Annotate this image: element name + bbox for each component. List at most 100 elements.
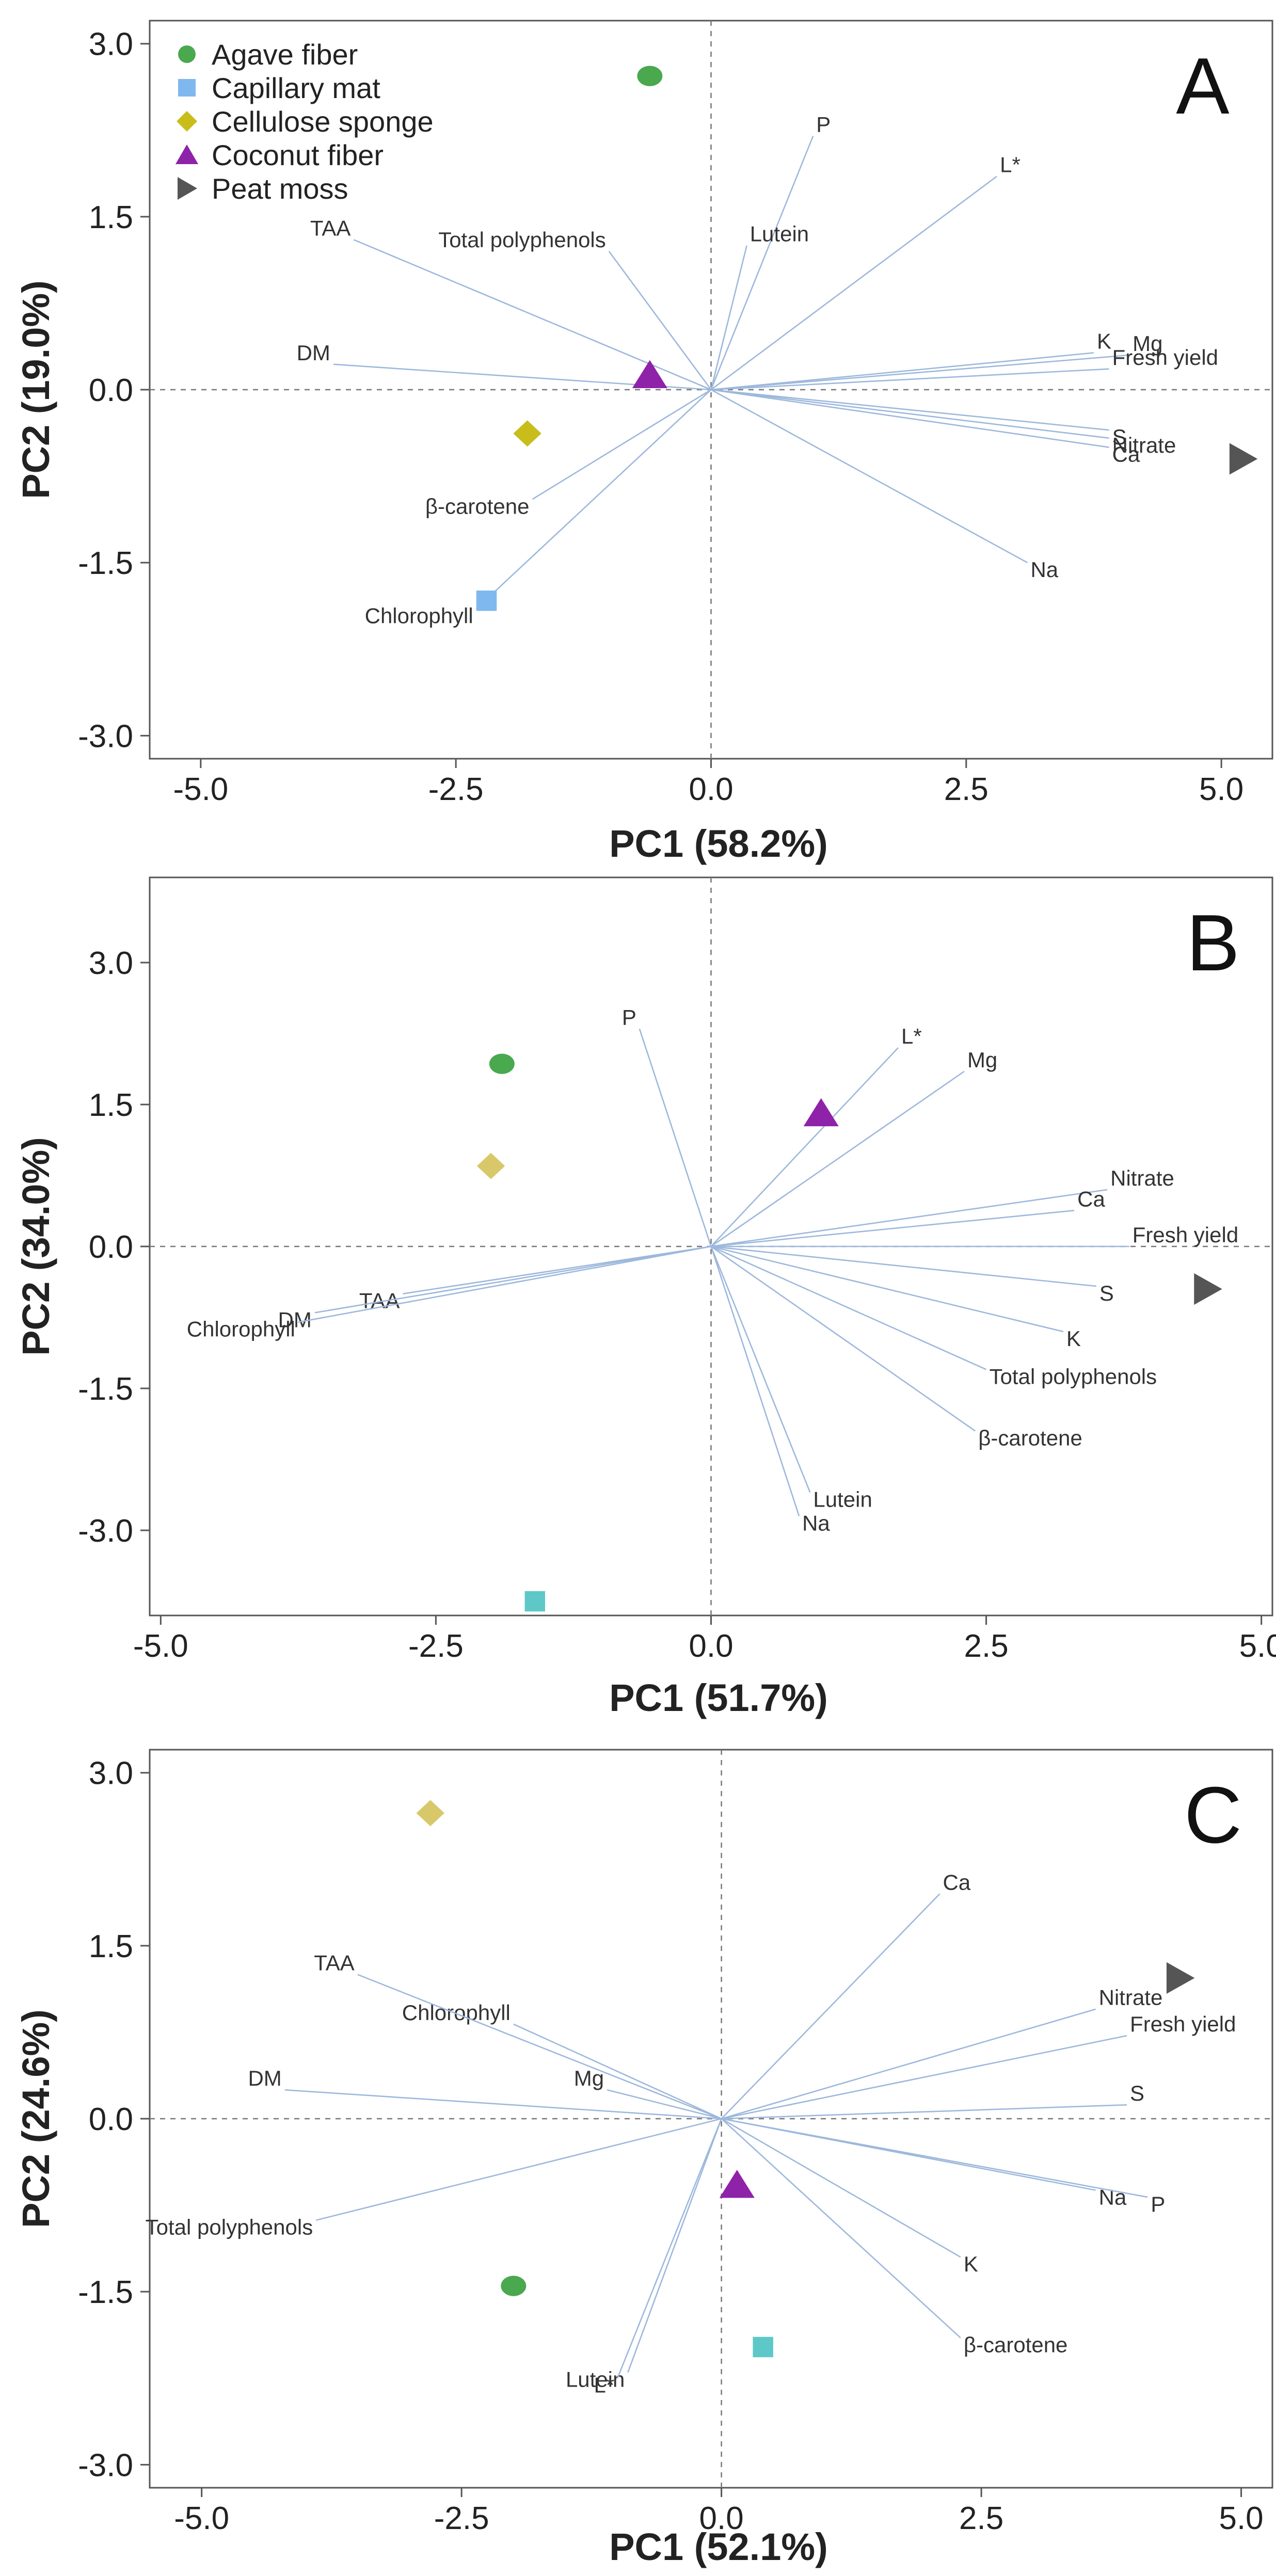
- panel-c-loading-vector-ca: [721, 1893, 940, 2119]
- panel-a-loading-vector-beta-carotene: [532, 389, 712, 500]
- panel-b-loading-label-ca: Ca: [1077, 1187, 1105, 1211]
- panel-a-loading-vector-total-polyphenols: [608, 251, 712, 390]
- panel-b-loading-label-p: P: [622, 1005, 636, 1029]
- panel-a-loading-label-lutein: Lutein: [750, 222, 809, 246]
- panel-b-y-tick-label: 0.0: [89, 1229, 133, 1265]
- panel-c-loading-vector-nitrate: [721, 2008, 1096, 2120]
- panel-a-loading-vector-s: [711, 389, 1109, 431]
- panel-c-loading-label-s: S: [1130, 2081, 1144, 2105]
- panel-b-loading-vector-nitrate: [711, 1189, 1108, 1247]
- panel-a-letter: A: [1176, 41, 1230, 131]
- panel-b-y-tick-label: -3.0: [78, 1513, 133, 1549]
- panel-b-loading-vector-ca: [711, 1210, 1075, 1247]
- panel-c-y-tick-label: 0.0: [89, 2102, 133, 2137]
- panel-a-loading-vector-p: [710, 135, 814, 390]
- panel-a-loading-label-fresh-yield: Fresh yield: [1112, 345, 1218, 370]
- legend-item-peat-moss: Peat moss: [178, 172, 348, 205]
- legend-label-peat-moss: Peat moss: [212, 172, 348, 205]
- panel-b-loading-label-total-polyphenols: Total polyphenols: [990, 1364, 1157, 1388]
- panel-c-loading-vector-s: [721, 2104, 1127, 2120]
- panel-b-score-coconut-fiber: [803, 1098, 839, 1127]
- panel-b-loading-vector-s: [711, 1245, 1096, 1287]
- panel-c-y-axis-title: PC2 (24.6%): [14, 2009, 57, 2228]
- panel-c-loading-label-nitrate: Nitrate: [1099, 1986, 1163, 2010]
- panel-c-loading-vector-k: [721, 2118, 961, 2258]
- legend-label-cellulose-sponge: Cellulose sponge: [212, 105, 434, 138]
- panel-b-loading-vector-na: [710, 1246, 800, 1516]
- panel-a-loading-vector-lutein: [710, 245, 747, 390]
- panel-c-loading-vector-l-star: [617, 2118, 722, 2379]
- panel-b-score-peat-moss: [1194, 1273, 1222, 1305]
- panel-c-loading-label-l-star: L*: [594, 2373, 615, 2397]
- panel-c-y-tick-label: -1.5: [78, 2275, 133, 2310]
- panel-c-loading-label-beta-carotene: β-carotene: [964, 2333, 1068, 2357]
- panel-a-score-cellulose-sponge: [513, 420, 541, 447]
- panel-c-x-tick-label: -5.0: [174, 2501, 229, 2536]
- panel-b-y-tick-label: 1.5: [89, 1087, 133, 1123]
- panel-a-x-tick-label: 5.0: [1199, 772, 1243, 807]
- panel-b-score-agave-fiber: [489, 1053, 515, 1074]
- panel-a-score-capillary-mat: [476, 590, 497, 611]
- panel-b-x-tick-label: 5.0: [1239, 1628, 1276, 1664]
- panel-a-x-tick-label: -5.0: [173, 772, 228, 807]
- panel-c-x-axis-title: PC1 (52.1%): [609, 2525, 828, 2568]
- panel-c-loading-vector-beta-carotene: [721, 2118, 961, 2339]
- panel-a-loading-vector-l-star: [710, 175, 997, 391]
- panel-b-x-tick-label: 2.5: [964, 1628, 1008, 1664]
- panel-b-loading-vector-lutein: [710, 1246, 811, 1493]
- panel-c-loading-label-total-polyphenols: Total polyphenols: [146, 2215, 313, 2239]
- panel-b-loading-label-nitrate: Nitrate: [1110, 1166, 1174, 1190]
- panel-c-score-agave-fiber: [501, 2276, 527, 2296]
- panel-c-loading-vector-dm: [284, 2089, 722, 2120]
- legend-label-coconut-fiber: Coconut fiber: [212, 139, 384, 171]
- legend-marker-capillary-mat: [178, 79, 196, 97]
- panel-b-loading-label-lutein: Lutein: [813, 1487, 872, 1512]
- panel-a-score-peat-moss: [1229, 443, 1258, 475]
- panel-c-loading-vector-chlorophyll: [513, 2023, 722, 2120]
- panel-a-y-axis-title: PC2 (19.0%): [14, 280, 57, 499]
- panel-a-ticks: -5.0 -2.5 0.0 2.5 5.0 -3.0 -1.5 0.0 1.5 3.0: [78, 21, 1272, 807]
- legend-item-coconut-fiber: Coconut fiber: [176, 139, 384, 171]
- panel-a-score-coconut-fiber: [632, 360, 667, 388]
- panel-a-y-tick-label: -1.5: [78, 546, 133, 581]
- panel-c-loading-label-k: K: [964, 2252, 978, 2276]
- panel-a-loading-label-p: P: [816, 112, 831, 136]
- panel-b-loading-label-dm: DM: [278, 1307, 312, 1332]
- panel-a-loading-label-s: S: [1112, 425, 1127, 449]
- legend-item-cellulose-sponge: Cellulose sponge: [177, 105, 434, 138]
- legend: Agave fiber Capillary mat Cellulose spon…: [176, 38, 434, 205]
- panel-a-y-tick-label: -3.0: [78, 718, 133, 754]
- panel-b-loading-label-fresh-yield: Fresh yield: [1133, 1223, 1238, 1247]
- panel-a-y-tick-label: 3.0: [89, 27, 133, 62]
- panel-a-x-tick-label: 2.5: [944, 772, 988, 807]
- panel-b-loading-vector-beta-carotene: [710, 1245, 976, 1432]
- panel-c-loading-label-fresh-yield: Fresh yield: [1130, 2012, 1236, 2036]
- panel-a-x-tick-label: -2.5: [428, 772, 484, 807]
- panel-a-loading-label-beta-carotene: β-carotene: [425, 494, 530, 518]
- legend-marker-peat-moss: [178, 177, 197, 200]
- panel-c-y-tick-label: 1.5: [89, 1929, 133, 1964]
- panel-c-loading-vector-lutein: [627, 2118, 722, 2373]
- panel-b-loading-label-chlorophyll: Chlorophyll: [187, 1317, 295, 1341]
- panel-b-y-tick-label: -1.5: [78, 1371, 133, 1407]
- panel-a-loading-label-nitrate: Nitrate: [1112, 433, 1176, 457]
- panel-b-loading-label-taa: TAA: [359, 1289, 400, 1313]
- panel-a-loading-vector-nitrate: [711, 389, 1109, 439]
- panel-b-y-tick-label: 3.0: [89, 946, 133, 981]
- panel-a-loading-label-ca: Ca: [1112, 442, 1140, 467]
- panel-c-x-tick-label: 0.0: [699, 2501, 744, 2536]
- panel-b-x-tick-label: -5.0: [133, 1628, 188, 1664]
- panel-b-x-tick-label: 0.0: [689, 1628, 733, 1664]
- panel-c-score-peat-moss: [1166, 1962, 1195, 1994]
- panel-b-x-tick-label: -2.5: [408, 1628, 464, 1664]
- panel-c-score-capillary-mat: [753, 2337, 773, 2358]
- legend-marker-cellulose-sponge: [177, 111, 197, 132]
- panel-a-score-agave-fiber: [637, 66, 663, 86]
- panel-c-x-tick-label: -2.5: [434, 2501, 489, 2536]
- panel-b-score-cellulose-sponge: [476, 1153, 505, 1179]
- panel-a-loading-label-l-star: L*: [1000, 153, 1020, 177]
- panel-c-x-tick-label: 5.0: [1219, 2501, 1263, 2536]
- panel-a-loading-vector-mg: [711, 354, 1130, 391]
